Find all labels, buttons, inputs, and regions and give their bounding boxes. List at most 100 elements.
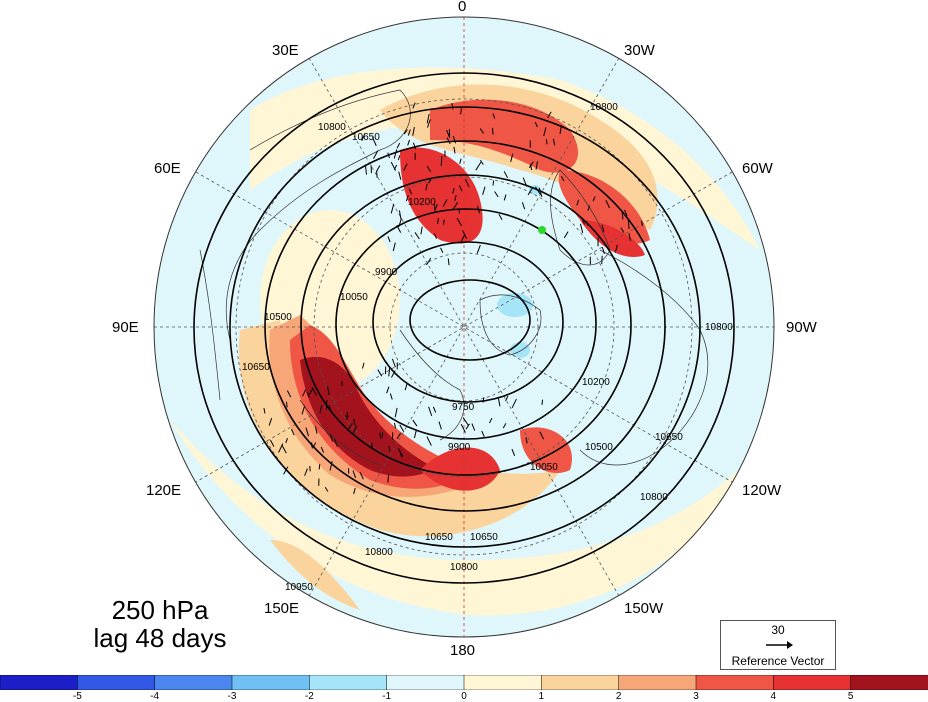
vector-arrow [534,121,538,128]
meridian-label-180: 180 [450,642,476,659]
vector-arrow [308,388,314,395]
colorbar-tick: -1 [382,691,392,702]
anomaly-red-greenland [558,170,650,244]
colorbar-segment [0,675,79,690]
contour-label: 10950 [285,582,313,593]
vector-arrow [454,195,457,201]
vector-arrow [563,231,569,239]
reference-vector-value: 30 [771,623,785,637]
vector-arrow [318,464,321,470]
vector-arrow [425,257,432,266]
vector-arrow [412,419,418,427]
vector-arrow [376,165,381,172]
vector-arrow [412,142,417,150]
lag-title: lag 48 days [93,623,227,653]
vector-arrow [312,442,317,449]
vector-arrow [482,397,485,403]
meridian-lines [154,17,774,637]
meridian-label-30e: 30E [272,42,299,59]
vector-arrow [476,244,481,254]
vector-arrow [425,183,428,191]
vector-arrow [404,383,408,391]
vector-arrow [398,171,402,180]
contour-label: 10200 [408,197,436,208]
vector-arrow [376,170,378,178]
contour-label: 10500 [264,312,292,323]
vector-arrow [329,434,334,442]
vector-arrow [476,206,481,214]
vector-arrow [576,199,580,206]
vector-arrow [494,191,499,198]
vector-arrow [502,423,507,429]
vector-arrow [398,218,402,228]
vector-arrow [452,187,455,194]
vector-arrow [304,468,308,476]
vector-arrow [510,153,514,163]
vector-arrow [471,423,476,431]
vector-arrow [460,108,462,115]
vector-arrow [511,448,516,456]
vector-arrow [527,187,533,196]
vector-arrow [390,161,397,171]
vector-arrow [458,184,463,192]
vector-arrow [497,396,501,407]
vector-arrow [432,406,437,413]
vector-arrow [403,163,408,171]
vector-arrow [413,429,417,439]
meridian-label-120w: 120W [742,482,782,499]
contour-label: 10050 [340,292,368,303]
meridian-label-150e: 150E [264,600,300,617]
colorbar-tick: -3 [227,691,237,702]
colorbar-segment [309,675,388,690]
coastlines [199,89,709,466]
vector-arrow [305,427,310,437]
anomaly-red-europe [400,147,483,244]
contour-labels: 10800 10650 10800 10200 10500 10050 9900… [242,102,733,593]
vector-arrow [420,226,423,235]
reference-vector-label: Reference Vector [731,654,825,668]
vector-arrow [433,203,436,212]
colorbar-segment [618,675,697,690]
vector-arrow [428,178,432,184]
meridian-label-90e: 90E [112,319,139,336]
contour-label: 10800 [640,492,668,503]
vector-arrow [545,139,548,145]
vector-arrow [412,102,416,109]
colorbar-tick: -4 [150,691,160,702]
vector-arrow [525,437,528,444]
contour-label: 10800 [450,562,478,573]
vector-arrow [320,446,325,453]
colorbar-tick: 1 [538,691,545,702]
vector-arrow [386,386,390,394]
vector-arrow [346,411,349,418]
meridian-label-60e: 60E [154,160,181,177]
vector-arrow [452,135,457,144]
vector-arrow [270,439,275,447]
vector-arrow [605,200,610,209]
vector-arrow [268,417,273,426]
vector-arrow [345,414,348,420]
reference-arrow-icon [766,641,793,649]
vector-arrow [451,102,454,110]
meridian-label-0: 0 [458,0,467,15]
colorbar [0,675,928,690]
meridian-label-150w: 150W [624,600,664,617]
vector-arrow [311,386,317,396]
vector-arrow [414,232,420,240]
vector-arrow [624,209,628,217]
vector-arrow [491,127,494,135]
vector-arrow [403,129,408,135]
anomaly-darkred-pacific [300,356,435,477]
contour-label: 9750 [452,402,475,413]
vector-arrow [392,242,396,252]
vector-arrow [475,161,482,171]
meridian-label-30w: 30W [624,42,655,59]
vector-arrow [281,445,287,454]
vector-arrow [319,404,323,414]
vector-arrow [373,150,379,159]
contour-label: 10650 [242,362,270,373]
contour-label: 10650 [425,532,453,543]
vector-arrow [601,247,605,255]
vector-arrow [353,487,356,495]
contour-label: 10650 [655,432,683,443]
